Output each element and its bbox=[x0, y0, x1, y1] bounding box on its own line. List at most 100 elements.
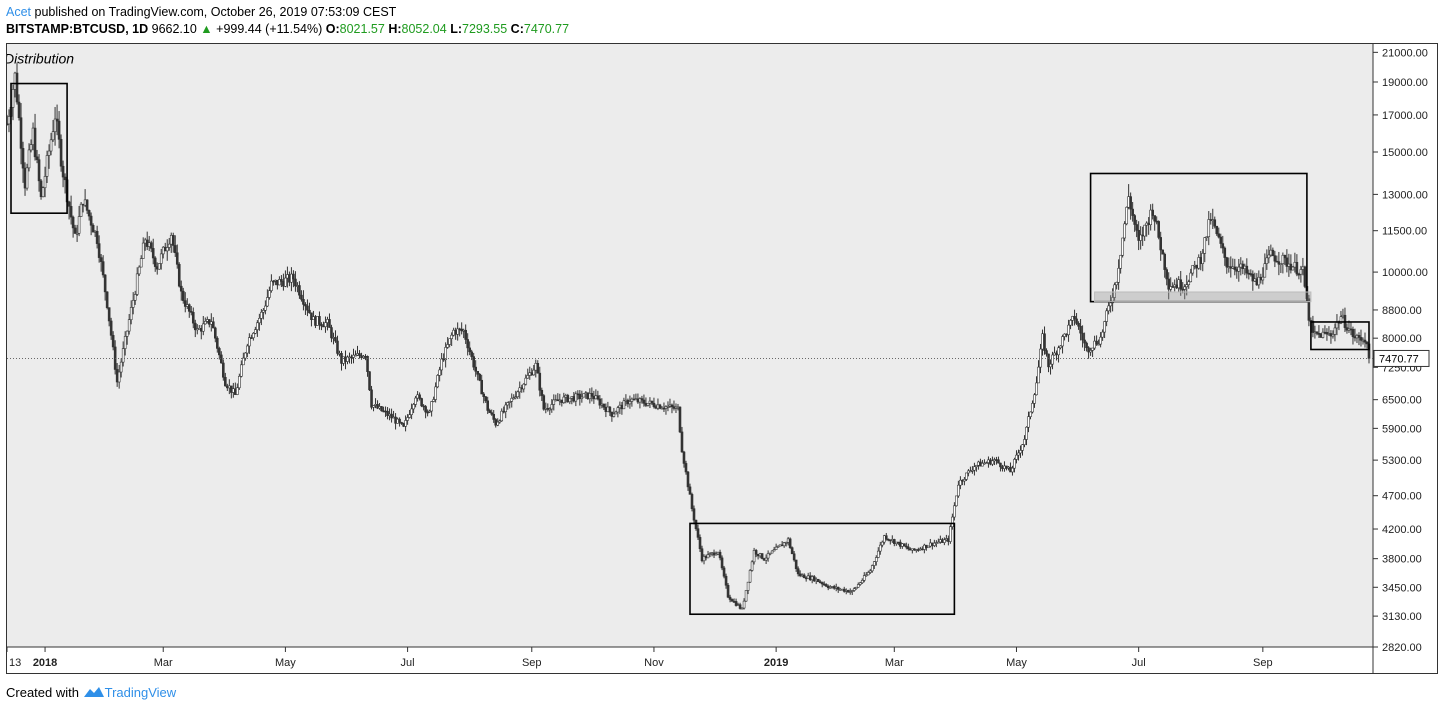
candle-body bbox=[1121, 237, 1124, 256]
candle-body bbox=[185, 304, 189, 307]
candle-body bbox=[500, 410, 504, 422]
candle-body bbox=[137, 266, 141, 275]
candle-body bbox=[762, 558, 766, 561]
candle-body bbox=[396, 418, 399, 424]
candle-body bbox=[518, 387, 522, 393]
candle-body bbox=[1301, 266, 1305, 270]
candle-body bbox=[1049, 363, 1052, 368]
candle-body bbox=[153, 257, 157, 267]
candle-body bbox=[1145, 222, 1148, 226]
candle-body bbox=[686, 471, 690, 488]
candle-body bbox=[1359, 337, 1363, 341]
candle-body bbox=[1115, 281, 1118, 286]
candle-body bbox=[189, 311, 193, 313]
candle-body bbox=[143, 239, 147, 244]
candle-body bbox=[418, 394, 421, 399]
candle-body bbox=[37, 159, 41, 182]
candle-body bbox=[796, 568, 800, 575]
candle-body bbox=[59, 139, 63, 167]
tradingview-brand[interactable]: TradingView bbox=[104, 685, 177, 700]
candle-body bbox=[372, 405, 375, 408]
candle-body bbox=[1105, 310, 1108, 322]
candle-body bbox=[947, 538, 950, 542]
candle-body bbox=[1323, 331, 1327, 334]
candle-body bbox=[744, 590, 748, 602]
candle-body bbox=[139, 258, 143, 268]
candle-body bbox=[336, 340, 339, 354]
candle-body bbox=[191, 312, 195, 324]
candle-body bbox=[824, 584, 828, 587]
candle-body bbox=[1171, 286, 1175, 288]
candle-body bbox=[462, 329, 465, 332]
candle-body bbox=[752, 550, 756, 563]
candle-body bbox=[1351, 328, 1355, 338]
x-tick-label: 13 bbox=[9, 657, 21, 669]
candle-body bbox=[688, 486, 692, 495]
candle-body bbox=[316, 316, 319, 326]
candle-body bbox=[925, 544, 928, 549]
candle-body bbox=[1007, 466, 1010, 469]
candle-body bbox=[808, 575, 812, 581]
candle-body bbox=[995, 459, 998, 461]
candle-body bbox=[1147, 222, 1150, 226]
candle-body bbox=[248, 337, 251, 347]
candle-body bbox=[554, 399, 558, 402]
candle-body bbox=[111, 335, 115, 348]
candle-body bbox=[1043, 333, 1046, 351]
candle-body bbox=[810, 576, 814, 581]
range-box bbox=[10, 82, 68, 214]
candle-body bbox=[494, 419, 498, 426]
author-link[interactable]: Acet bbox=[6, 5, 32, 19]
candle-body bbox=[151, 248, 155, 259]
candle-body bbox=[712, 552, 716, 556]
candle-body bbox=[195, 328, 199, 331]
high-value: 8052.04 bbox=[401, 22, 447, 36]
y-tick-label: 11500.00 bbox=[1382, 226, 1427, 238]
candle-body bbox=[260, 311, 263, 319]
candle-body bbox=[624, 399, 628, 402]
candle-body bbox=[1091, 347, 1094, 351]
candle-body bbox=[700, 548, 704, 562]
candle-body bbox=[224, 376, 227, 387]
candle-body bbox=[666, 406, 670, 408]
candle-body bbox=[812, 576, 816, 582]
candle-body bbox=[915, 549, 918, 551]
price-chart[interactable]: 21000.00 19000.00 17000.00 15000.00 13000.00… bbox=[7, 44, 1437, 673]
up-arrow-icon: ▲ bbox=[200, 22, 213, 36]
chart-panel[interactable]: 21000.00 19000.00 17000.00 15000.00 13000.00… bbox=[6, 43, 1438, 674]
candle-body bbox=[826, 585, 830, 589]
candle-body bbox=[672, 406, 676, 409]
candle-body bbox=[921, 548, 924, 551]
candle-body bbox=[386, 410, 389, 416]
candle-body bbox=[498, 420, 502, 423]
candle-body bbox=[424, 406, 427, 413]
candle-body bbox=[758, 553, 762, 557]
candle-body bbox=[1045, 350, 1048, 355]
candle-body bbox=[546, 408, 550, 410]
candle-body bbox=[550, 404, 554, 410]
candle-body bbox=[250, 337, 253, 339]
candle-body bbox=[1159, 237, 1162, 251]
candle-body bbox=[1355, 335, 1359, 339]
candle-body bbox=[608, 406, 612, 413]
candle-body bbox=[169, 235, 173, 245]
candle-body bbox=[516, 391, 520, 398]
candle-body bbox=[1269, 249, 1273, 256]
candle-body bbox=[620, 404, 624, 410]
candle-body bbox=[888, 539, 892, 542]
candle-body bbox=[1347, 328, 1351, 331]
range-box bbox=[689, 522, 956, 616]
y-tick-label: 3800.00 bbox=[1382, 554, 1422, 566]
candle-body bbox=[514, 396, 518, 399]
candle-body bbox=[682, 451, 686, 464]
candle-body bbox=[81, 203, 85, 206]
candle-body bbox=[1069, 320, 1072, 326]
candle-body bbox=[704, 556, 708, 559]
candle-body bbox=[1113, 284, 1116, 298]
candle-body bbox=[478, 373, 481, 381]
candle-body bbox=[540, 389, 544, 396]
candle-body bbox=[232, 388, 235, 393]
x-tick-label: Nov bbox=[644, 657, 664, 669]
candle-body bbox=[642, 399, 646, 404]
candle-body bbox=[544, 408, 548, 410]
